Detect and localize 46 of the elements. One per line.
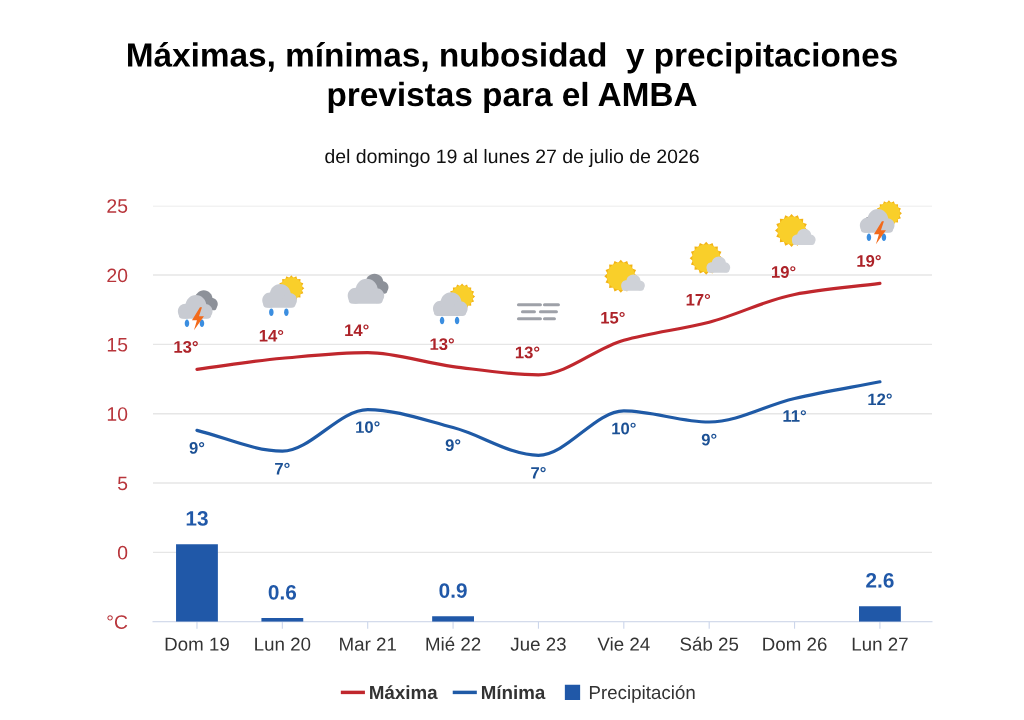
data-label: 0.9 <box>439 583 467 598</box>
legend-label: Mínima <box>481 685 546 700</box>
data-label: 13° <box>430 338 454 351</box>
x-tick-label: Dom 19 <box>165 637 229 651</box>
x-tick-label: Sáb 25 <box>680 636 739 651</box>
data-label: 9° <box>445 439 461 452</box>
data-label: 12° <box>868 393 892 406</box>
data-label: 10° <box>356 421 380 434</box>
data-label: 14° <box>259 329 284 342</box>
y-tick-label: 10 <box>107 407 128 421</box>
x-tick-label: Lun 27 <box>852 637 908 651</box>
data-label: 11° <box>783 410 806 422</box>
data-label: 17° <box>686 293 711 306</box>
data-label: 0.6 <box>268 584 297 600</box>
x-tick-label: Mar 21 <box>340 637 396 651</box>
x-tick-label: Vie 24 <box>597 637 650 651</box>
data-label: 19° <box>772 266 796 278</box>
data-label: 2.6 <box>866 573 894 588</box>
x-tick-label: Dom 26 <box>763 637 827 651</box>
bar <box>432 616 474 622</box>
data-label: 19° <box>857 255 881 267</box>
y-tick-label: 25 <box>107 199 128 213</box>
data-label: 13° <box>515 346 540 359</box>
x-tick-label: Lun 20 <box>255 637 311 651</box>
data-label: 15° <box>601 311 625 324</box>
y-tick-label: 0 <box>117 545 128 560</box>
y-tick-label: °C <box>107 615 128 629</box>
bar <box>859 606 901 622</box>
data-label: 13 <box>186 511 208 526</box>
data-label: 10° <box>612 422 636 435</box>
y-tick-label: 20 <box>107 268 128 283</box>
chart-subtitle: del domingo 19 al lunes 27 de julio de 2026 <box>325 148 699 168</box>
data-label: 14° <box>345 324 369 336</box>
data-label: 9° <box>189 442 205 454</box>
data-label: 9° <box>701 433 717 446</box>
data-label: 13° <box>174 341 198 353</box>
chart-title: Máximas, mínimas, nubosidad y precipitaciones previstas para el AMBA <box>128 42 897 113</box>
x-tick-label: Jue 23 <box>510 637 566 651</box>
y-tick-label: 15 <box>107 338 128 352</box>
data-label: 7° <box>275 462 290 475</box>
x-tick-label: Mié 22 <box>426 636 481 651</box>
data-label: 7° <box>531 467 546 479</box>
legend-label: Precipitación <box>589 685 695 703</box>
y-tick-label: 5 <box>117 476 128 491</box>
legend-label: Máxima <box>370 685 438 700</box>
bar <box>176 544 218 622</box>
